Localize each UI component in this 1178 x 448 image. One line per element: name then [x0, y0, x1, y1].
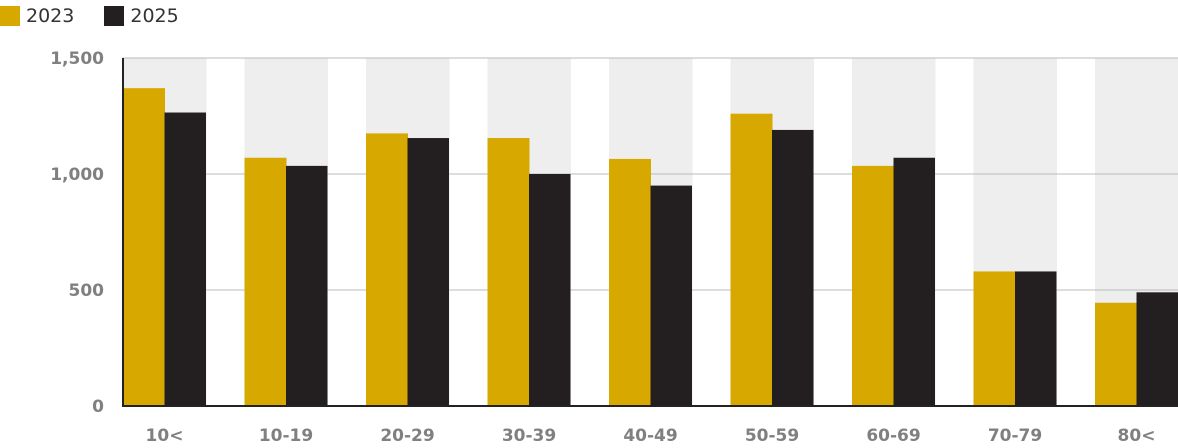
y-tick-label: 500 — [69, 281, 105, 301]
legend-swatch-2023 — [0, 6, 20, 26]
bar-2023-10-19 — [244, 157, 287, 406]
x-tick-label: 20-29 — [380, 426, 434, 446]
x-tick-label: 10< — [146, 426, 184, 446]
bar-2025-80< — [1136, 292, 1178, 406]
y-tick-label: 1,500 — [50, 49, 104, 69]
y-tick-label: 1,000 — [50, 165, 104, 185]
bar-2025-70-79 — [1015, 271, 1057, 406]
y-tick-labels: 0 500 1,000 1,500 — [50, 49, 104, 417]
x-tick-label: 80< — [1118, 426, 1156, 446]
axes — [122, 58, 1178, 407]
bar-2025-30-39 — [529, 174, 571, 406]
y-tick-label: 0 — [92, 397, 104, 417]
bar-2025-10-19 — [286, 165, 328, 406]
x-tick-label: 70-79 — [988, 426, 1042, 446]
bar-2023-70-79 — [973, 271, 1016, 406]
bar-2023-20-29 — [366, 133, 408, 406]
bar-2023-50-59 — [730, 113, 773, 407]
bar-2025-20-29 — [407, 138, 449, 407]
legend-label-2025: 2025 — [130, 5, 179, 27]
x-tick-label: 40-49 — [623, 426, 677, 446]
legend-swatch-2025 — [104, 6, 125, 26]
bar-2023-60-69 — [852, 165, 894, 406]
bar-2023-80< — [1095, 302, 1137, 406]
bar-2023-10< — [123, 88, 165, 406]
bars — [123, 88, 1178, 407]
x-tick-label: 50-59 — [745, 426, 799, 446]
x-tick-labels: 10< 10-19 20-29 30-39 40-49 50-59 60-69 70-79 80… — [146, 426, 1156, 446]
x-tick-label: 10-19 — [259, 426, 313, 446]
bar-2023-40-49 — [609, 158, 651, 406]
legend-item-2025: 2025 — [104, 5, 179, 27]
bar-2025-60-69 — [893, 157, 935, 406]
bar-2025-50-59 — [772, 129, 814, 407]
x-tick-label: 60-69 — [866, 426, 920, 446]
bar-2025-10< — [164, 112, 206, 407]
legend-item-2023: 2023 — [0, 5, 74, 27]
x-tick-label: 30-39 — [502, 426, 556, 446]
bar-2023-30-39 — [487, 138, 530, 407]
legend-label-2023: 2023 — [26, 5, 75, 27]
bar-2025-40-49 — [650, 185, 692, 406]
legend: 2023 2025 — [0, 4, 209, 28]
